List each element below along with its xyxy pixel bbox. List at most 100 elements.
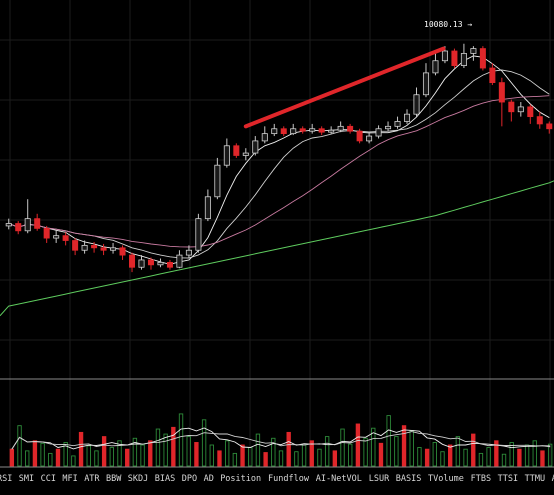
candle <box>24 218 31 232</box>
indicator-tab[interactable]: DPO <box>182 474 197 484</box>
candle <box>34 218 41 229</box>
volume-bar <box>486 447 491 467</box>
volume-bar <box>63 442 68 467</box>
candle <box>43 227 50 239</box>
indicator-tab[interactable]: LSUR <box>369 474 390 484</box>
indicator-tab[interactable]: SKDJ <box>128 474 148 484</box>
candle <box>385 125 392 130</box>
ma-10-line <box>8 69 550 259</box>
candle <box>460 53 467 66</box>
volume-bar <box>340 428 345 467</box>
candle <box>479 48 486 69</box>
indicator-tab[interactable]: AD <box>204 474 214 484</box>
volume-bar <box>532 440 537 467</box>
volume-panel <box>9 413 553 467</box>
candle <box>100 247 107 251</box>
volume-bar <box>194 442 199 467</box>
candle <box>546 123 553 130</box>
candle <box>233 145 240 156</box>
volume-bar <box>240 444 245 467</box>
indicator-tab-bar: RSI SMI CCI MFI ATR BBW SKDJ BIAS DPO AD Position F… <box>0 474 554 484</box>
volume-bar <box>463 448 468 467</box>
volume-bar <box>509 442 514 467</box>
indicator-tab[interactable]: AI-BSI <box>552 474 554 484</box>
volume-averages <box>11 427 551 450</box>
volume-bar <box>140 444 145 467</box>
candle <box>185 249 192 256</box>
volume-bar <box>278 450 284 467</box>
volume-ma-5-line <box>11 427 551 450</box>
indicator-tab[interactable]: TTMU <box>525 474 545 484</box>
candle <box>176 254 183 268</box>
volume-bar <box>501 453 507 467</box>
candle <box>195 218 202 251</box>
candle <box>451 50 458 66</box>
indicator-tab[interactable]: TVolume <box>428 474 464 484</box>
volume-bar <box>401 425 407 467</box>
indicator-tab[interactable]: BBW <box>106 474 122 484</box>
candle <box>432 60 439 74</box>
indicator-tab[interactable]: Position <box>220 474 261 484</box>
indicator-tab[interactable]: AI-NetVOL <box>316 474 362 484</box>
candle <box>15 223 22 232</box>
volume-bar <box>424 448 430 467</box>
indicator-tab[interactable]: BASIS <box>396 474 422 484</box>
candle <box>470 48 477 54</box>
volume-bar <box>386 415 391 467</box>
volume-bar <box>171 426 176 467</box>
indicator-tab[interactable]: TTSI <box>498 474 518 484</box>
indicator-tab[interactable]: BIAS <box>155 474 175 484</box>
candle <box>366 135 373 142</box>
volume-bar <box>371 427 376 467</box>
volume-bar <box>448 444 453 467</box>
volume-bar <box>378 442 384 467</box>
ma-long-line <box>0 180 554 317</box>
candle <box>204 196 211 220</box>
volume-bar <box>71 455 76 467</box>
candle <box>404 113 411 122</box>
candle <box>290 128 297 135</box>
candle <box>508 101 515 113</box>
indicator-tab[interactable]: MFI <box>62 474 77 484</box>
candle <box>261 133 268 142</box>
volume-bar <box>209 444 214 467</box>
indicator-tab[interactable]: RSI <box>0 474 12 484</box>
volume-bar <box>186 436 191 467</box>
volume-bar <box>155 428 161 467</box>
candle <box>242 152 249 156</box>
volume-bar <box>471 433 476 467</box>
volume-bar <box>132 437 138 467</box>
volume-bar <box>86 445 91 467</box>
volume-ma-10-line <box>11 431 551 450</box>
candle <box>375 128 382 137</box>
volume-bar <box>32 440 38 467</box>
indicator-tab[interactable]: ATR <box>84 474 100 484</box>
candle <box>62 235 69 241</box>
volume-bar <box>517 448 522 467</box>
indicator-tab[interactable]: SMI <box>19 474 34 484</box>
volume-bar <box>255 433 261 467</box>
candle <box>527 106 534 118</box>
candle <box>271 128 278 135</box>
ma-20-line <box>8 95 550 248</box>
indicator-tab[interactable]: CCI <box>41 474 56 484</box>
volume-bar <box>201 419 207 467</box>
price-label: 10080.13 → <box>424 20 472 29</box>
volume-bar <box>271 437 276 467</box>
candle <box>5 223 12 227</box>
volume-bar <box>348 443 353 467</box>
volume-bar <box>224 440 230 467</box>
volume-bar <box>94 450 99 467</box>
ma-5-line <box>8 55 550 265</box>
candle <box>72 240 79 251</box>
volume-bar <box>547 443 553 467</box>
candle <box>252 140 259 154</box>
candle <box>129 254 136 268</box>
indicator-tab[interactable]: Fundflow <box>268 474 310 484</box>
volume-bar <box>540 450 545 467</box>
volume-bar <box>178 413 184 467</box>
volume-bar <box>125 448 130 467</box>
candle <box>328 129 335 133</box>
indicator-tab[interactable]: FTBS <box>471 474 491 484</box>
